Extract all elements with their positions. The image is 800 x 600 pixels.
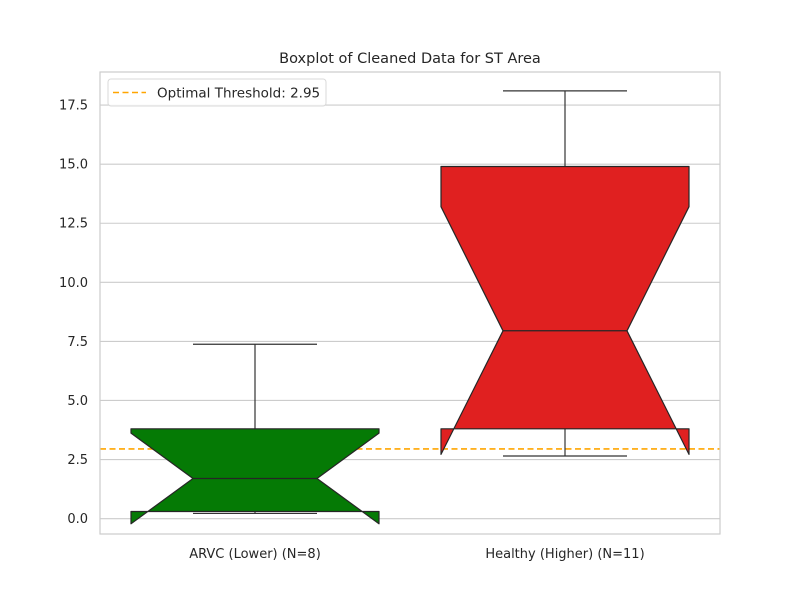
y-tick-label: 12.5 — [59, 217, 88, 232]
x-tick-label: Healthy (Higher) (N=11) — [485, 547, 644, 562]
y-tick-label: 17.5 — [59, 99, 88, 114]
legend: Optimal Threshold: 2.95 — [107, 78, 327, 107]
y-tick-label: 2.5 — [67, 453, 88, 468]
x-tick-label: ARVC (Lower) (N=8) — [189, 547, 321, 562]
box-1 — [440, 90, 690, 457]
x-axis: ARVC (Lower) (N=8) Healthy (Higher) (N=11… — [189, 547, 644, 562]
y-tick-label: 7.5 — [67, 335, 88, 350]
box-body — [130, 428, 380, 525]
y-axis: 0.0 2.5 5.0 7.5 10.0 12.5 15.0 17.5 — [59, 99, 88, 528]
plot-frame — [99, 71, 721, 535]
y-tick-label: 10.0 — [59, 276, 88, 291]
legend-box — [107, 78, 327, 107]
box-0 — [130, 343, 380, 525]
y-tick-label: 15.0 — [59, 158, 88, 173]
boxes — [130, 90, 690, 525]
y-tick-label: 0.0 — [67, 512, 88, 527]
chart-title: Boxplot of Cleaned Data for ST Area — [279, 51, 541, 67]
y-tick-label: 5.0 — [67, 394, 88, 409]
legend-label: Optimal Threshold: 2.95 — [157, 86, 320, 102]
box-body — [440, 165, 690, 455]
